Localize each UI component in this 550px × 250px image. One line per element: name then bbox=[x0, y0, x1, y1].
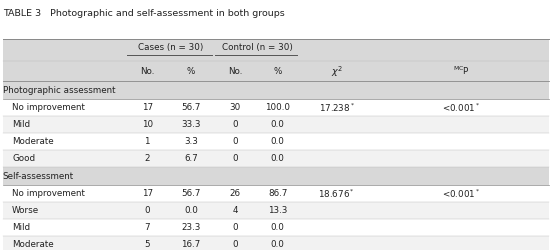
Text: 17: 17 bbox=[141, 189, 153, 198]
Text: 6.7: 6.7 bbox=[184, 154, 198, 163]
Text: 0.0: 0.0 bbox=[184, 206, 198, 215]
Bar bbox=[3, 39, 549, 61]
Text: 0.0: 0.0 bbox=[271, 240, 285, 249]
Text: Cases (n = 30): Cases (n = 30) bbox=[138, 43, 203, 52]
Text: 26: 26 bbox=[230, 189, 241, 198]
Bar bbox=[3, 81, 549, 99]
Text: TABLE 3   Photographic and self-assessment in both groups: TABLE 3 Photographic and self-assessment… bbox=[3, 9, 284, 18]
Text: 0.0: 0.0 bbox=[271, 120, 285, 129]
Text: %: % bbox=[187, 67, 195, 76]
Text: 0.0: 0.0 bbox=[271, 154, 285, 163]
Bar bbox=[3, 99, 549, 116]
Text: Worse: Worse bbox=[12, 206, 39, 215]
Text: 0.0: 0.0 bbox=[271, 223, 285, 232]
Bar bbox=[3, 202, 549, 219]
Text: 0: 0 bbox=[232, 120, 238, 129]
Text: Mild: Mild bbox=[12, 223, 30, 232]
Text: 1: 1 bbox=[144, 137, 150, 146]
Text: 17: 17 bbox=[141, 103, 153, 112]
Bar bbox=[3, 167, 549, 185]
Text: Good: Good bbox=[12, 154, 35, 163]
Text: %: % bbox=[273, 67, 282, 76]
Text: 2: 2 bbox=[144, 154, 150, 163]
Text: $\mathit{\chi}^2$: $\mathit{\chi}^2$ bbox=[331, 64, 343, 78]
Text: 4: 4 bbox=[232, 206, 238, 215]
Text: 0: 0 bbox=[232, 154, 238, 163]
Text: Self-assessment: Self-assessment bbox=[3, 172, 74, 181]
Text: Mild: Mild bbox=[12, 120, 30, 129]
Text: 18.676$^*$: 18.676$^*$ bbox=[318, 188, 355, 200]
Bar bbox=[3, 185, 549, 202]
Text: Photographic assessment: Photographic assessment bbox=[3, 86, 116, 95]
Text: 23.3: 23.3 bbox=[182, 223, 201, 232]
Text: Control (n = 30): Control (n = 30) bbox=[222, 43, 293, 52]
Bar bbox=[3, 236, 549, 250]
Text: $\mathregular{{}^{MC}}$P: $\mathregular{{}^{MC}}$P bbox=[453, 65, 470, 78]
Text: 17.238$^*$: 17.238$^*$ bbox=[319, 102, 355, 114]
Text: 0: 0 bbox=[232, 137, 238, 146]
Text: 30: 30 bbox=[229, 103, 241, 112]
Text: <0.001$^*$: <0.001$^*$ bbox=[442, 102, 481, 114]
Bar bbox=[3, 150, 549, 167]
Text: 13.3: 13.3 bbox=[268, 206, 288, 215]
Text: No.: No. bbox=[228, 67, 243, 76]
Text: No improvement: No improvement bbox=[12, 103, 85, 112]
Bar bbox=[3, 219, 549, 236]
Text: 0: 0 bbox=[232, 223, 238, 232]
Bar bbox=[3, 116, 549, 133]
Text: 86.7: 86.7 bbox=[268, 189, 288, 198]
Text: 0: 0 bbox=[232, 240, 238, 249]
Text: 33.3: 33.3 bbox=[182, 120, 201, 129]
Text: No improvement: No improvement bbox=[12, 189, 85, 198]
Text: 56.7: 56.7 bbox=[182, 189, 201, 198]
Text: 16.7: 16.7 bbox=[182, 240, 201, 249]
Text: 0: 0 bbox=[144, 206, 150, 215]
Text: 0.0: 0.0 bbox=[271, 137, 285, 146]
Bar bbox=[3, 61, 549, 81]
Text: Moderate: Moderate bbox=[12, 137, 54, 146]
Text: 10: 10 bbox=[141, 120, 153, 129]
Text: 7: 7 bbox=[144, 223, 150, 232]
Text: Moderate: Moderate bbox=[12, 240, 54, 249]
Text: 100.0: 100.0 bbox=[265, 103, 290, 112]
Text: 5: 5 bbox=[144, 240, 150, 249]
Text: <0.001$^*$: <0.001$^*$ bbox=[442, 188, 481, 200]
Text: 3.3: 3.3 bbox=[184, 137, 198, 146]
Text: No.: No. bbox=[140, 67, 155, 76]
Text: 56.7: 56.7 bbox=[182, 103, 201, 112]
Bar bbox=[3, 133, 549, 150]
